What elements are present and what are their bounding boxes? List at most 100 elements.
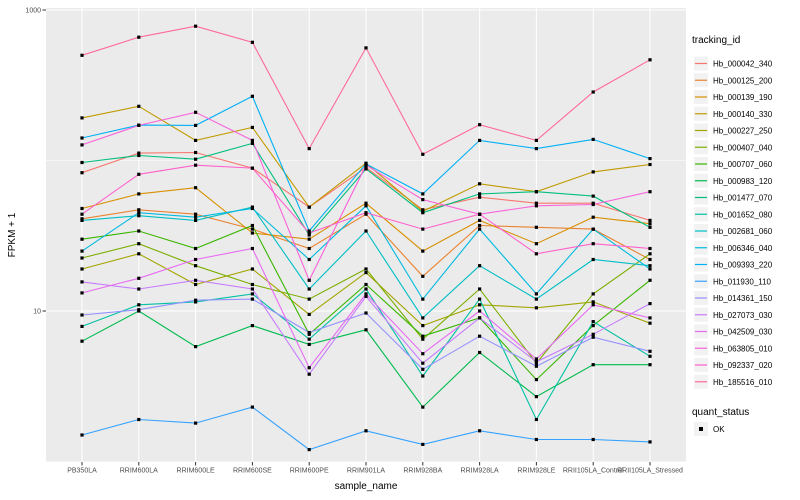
data-point-Hb_000983_120-RRII105LA_Stressed (648, 363, 652, 367)
legend-label-Hb_001477_070: Hb_001477_070 (713, 194, 773, 203)
x-tick-label-RRIM600LE: RRIM600LE (177, 468, 215, 475)
data-point-Hb_000707_060-RRIM928LE (534, 378, 538, 382)
x-axis-title: sample_name (335, 481, 398, 492)
data-point-Hb_001652_080-RRIM600LE (194, 300, 198, 304)
data-point-Hb_001477_070-RRIM928BA (421, 211, 425, 215)
data-point-Hb_042509_030-RRII105LA_Stressed (648, 316, 652, 320)
legend-entry-Hb_001477_070: Hb_001477_070 (694, 190, 773, 205)
data-point-Hb_001477_070-RRIM600LE (194, 157, 198, 161)
data-point-Hb_000140_330-RRIM928LA (478, 182, 482, 186)
legend-label-Hb_000139_190: Hb_000139_190 (713, 93, 773, 102)
legend-entry-Hb_000227_250: Hb_000227_250 (694, 123, 773, 138)
data-point-Hb_014361_150-PB350LA (80, 313, 84, 317)
data-point-Hb_000140_330-RRIM600SE (250, 125, 254, 129)
data-point-Hb_014361_150-RRII105LA_Control (591, 335, 595, 339)
data-point-Hb_000140_330-RRIM600LA (137, 104, 141, 108)
data-point-Hb_014361_150-RRIM600SE (250, 297, 254, 301)
legend-entry-Hb_000139_190: Hb_000139_190 (694, 90, 773, 104)
legend-label-Hb_185516_010: Hb_185516_010 (713, 378, 773, 387)
data-point-Hb_000227_250-RRIM928LE (534, 306, 538, 310)
data-point-Hb_001477_070-RRII105LA_Control (591, 194, 595, 198)
data-point-Hb_001652_080-RRIM600PE (307, 337, 311, 341)
data-point-Hb_000227_250-RRII105LA_Stressed (648, 321, 652, 325)
data-point-Hb_001652_080-RRII105LA_Control (591, 320, 595, 324)
data-point-Hb_092337_020-RRII105LA_Stressed (648, 246, 652, 251)
data-point-Hb_014361_150-RRIM600LA (137, 308, 141, 312)
data-point-Hb_092337_020-PB350LA (80, 212, 84, 216)
legend-label-Hb_027073_030: Hb_027073_030 (713, 311, 773, 320)
data-point-Hb_000042_340-RRIM928LE (534, 201, 538, 205)
data-point-Hb_000983_120-RRII105LA_Control (591, 363, 595, 367)
data-point-Hb_185516_010-RRII105LA_Stressed (648, 58, 652, 62)
data-point-Hb_011930_110-RRIM928BA (421, 442, 425, 446)
data-point-Hb_001652_080-RRIM901LA (364, 287, 368, 291)
data-point-Hb_000125_200-RRIM928LE (534, 225, 538, 229)
data-point-Hb_011930_110-RRIM600PE (307, 448, 311, 452)
data-point-Hb_000227_250-RRIM600LE (194, 282, 198, 287)
data-point-Hb_000139_190-RRIM600SE (250, 231, 254, 235)
data-point-Hb_063805_010-RRIM928BA (421, 198, 425, 202)
data-point-Hb_006346_040-PB350LA (80, 249, 84, 253)
data-point-Hb_002681_060-RRIM928LA (478, 264, 482, 268)
y-tick-label-10: 10 (33, 309, 41, 316)
legend-entry-Hb_185516_010: Hb_185516_010 (694, 374, 773, 389)
data-point-Hb_042509_030-RRIM928BA (421, 352, 425, 356)
legend-entry-Hb_002681_060: Hb_002681_060 (694, 224, 773, 238)
data-point-Hb_063805_010-RRIM600PE (307, 278, 311, 282)
data-point-Hb_000407_040-RRII105LA_Control (591, 292, 595, 296)
legend-label-Hb_011930_110: Hb_011930_110 (713, 277, 772, 286)
data-point-Hb_000139_190-RRIM901LA (364, 201, 368, 205)
x-tick-label-RRIM600PE: RRIM600PE (290, 468, 329, 475)
axis-ticks (42, 9, 651, 466)
data-point-Hb_000125_200-RRIM600PE (307, 246, 311, 251)
data-point-Hb_000407_040-PB350LA (80, 256, 84, 260)
legend-entry-Hb_000983_120: Hb_000983_120 (694, 173, 773, 188)
legend-entry-Hb_092337_020: Hb_092337_020 (694, 358, 773, 372)
data-point-Hb_063805_010-RRIM600LA (137, 123, 141, 127)
data-point-Hb_000983_120-RRIM928BA (421, 405, 425, 409)
x-tick-label-RRIM928LE: RRIM928LE (517, 468, 555, 475)
legend-entry-Hb_000407_040: Hb_000407_040 (694, 140, 773, 155)
data-point-Hb_001477_070-PB350LA (80, 160, 84, 165)
data-point-Hb_006346_040-RRIM600LE (194, 215, 198, 219)
data-point-Hb_063805_010-RRIM600SE (250, 138, 254, 142)
legend-label-Hb_092337_020: Hb_092337_020 (713, 361, 773, 370)
data-point-Hb_000407_040-RRIM901LA (364, 267, 368, 271)
data-point-Hb_006346_040-RRIM928BA (421, 297, 425, 301)
data-point-Hb_000983_120-RRIM600SE (250, 324, 254, 328)
data-point-Hb_006346_040-RRIM600PE (307, 257, 311, 262)
data-point-Hb_006346_040-RRIM600LA (137, 211, 141, 215)
data-point-Hb_000125_200-RRIM600SE (250, 227, 254, 231)
data-point-Hb_000139_190-PB350LA (80, 206, 84, 211)
data-point-Hb_000983_120-PB350LA (80, 339, 84, 343)
data-point-Hb_000707_060-RRIM600SE (250, 223, 254, 228)
data-point-Hb_000227_250-RRIM928LA (478, 303, 482, 307)
data-point-Hb_009393_220-PB350LA (80, 136, 84, 140)
data-point-Hb_002681_060-RRIM600PE (307, 287, 311, 291)
data-point-Hb_001477_070-RRIM600PE (307, 233, 311, 237)
data-point-Hb_027073_030-RRIM600PE (307, 372, 311, 376)
data-point-Hb_185516_010-RRIM928LA (478, 123, 482, 127)
data-point-Hb_092337_020-RRIM901LA (364, 211, 368, 215)
data-point-Hb_042509_030-RRIM928LA (478, 309, 482, 313)
data-point-Hb_002681_060-RRIM600LE (194, 218, 198, 222)
data-point-Hb_011930_110-RRII105LA_Stressed (648, 440, 652, 444)
data-point-Hb_027073_030-RRIM928LA (478, 316, 482, 320)
y-axis-title: FPKM + 1 (7, 212, 18, 257)
x-tick-label-RRIM901LA: RRIM901LA (347, 468, 385, 475)
y-tick-label-1000: 1000 (25, 8, 41, 15)
data-point-Hb_000042_340-RRIM928LA (478, 195, 482, 199)
x-tick-label-RRIM600LA: RRIM600LA (120, 468, 158, 475)
data-point-Hb_092337_020-RRIM928LA (478, 212, 482, 216)
data-point-Hb_027073_030-RRIM600LE (194, 278, 198, 282)
legend-label-Hb_014361_150: Hb_014361_150 (713, 294, 773, 303)
data-point-Hb_000227_250-RRIM600PE (307, 312, 311, 316)
data-point-Hb_001652_080-PB350LA (80, 324, 84, 328)
data-point-Hb_185516_010-RRIM600LA (137, 35, 141, 39)
data-point-Hb_011930_110-RRIM600SE (250, 405, 254, 409)
data-point-Hb_009393_220-RRIM600LE (194, 123, 198, 127)
data-point-Hb_006346_040-RRIM600SE (250, 206, 254, 211)
legend-entry-Hb_000125_200: Hb_000125_200 (694, 73, 773, 88)
data-point-Hb_000042_340-RRIM600LE (194, 150, 198, 155)
